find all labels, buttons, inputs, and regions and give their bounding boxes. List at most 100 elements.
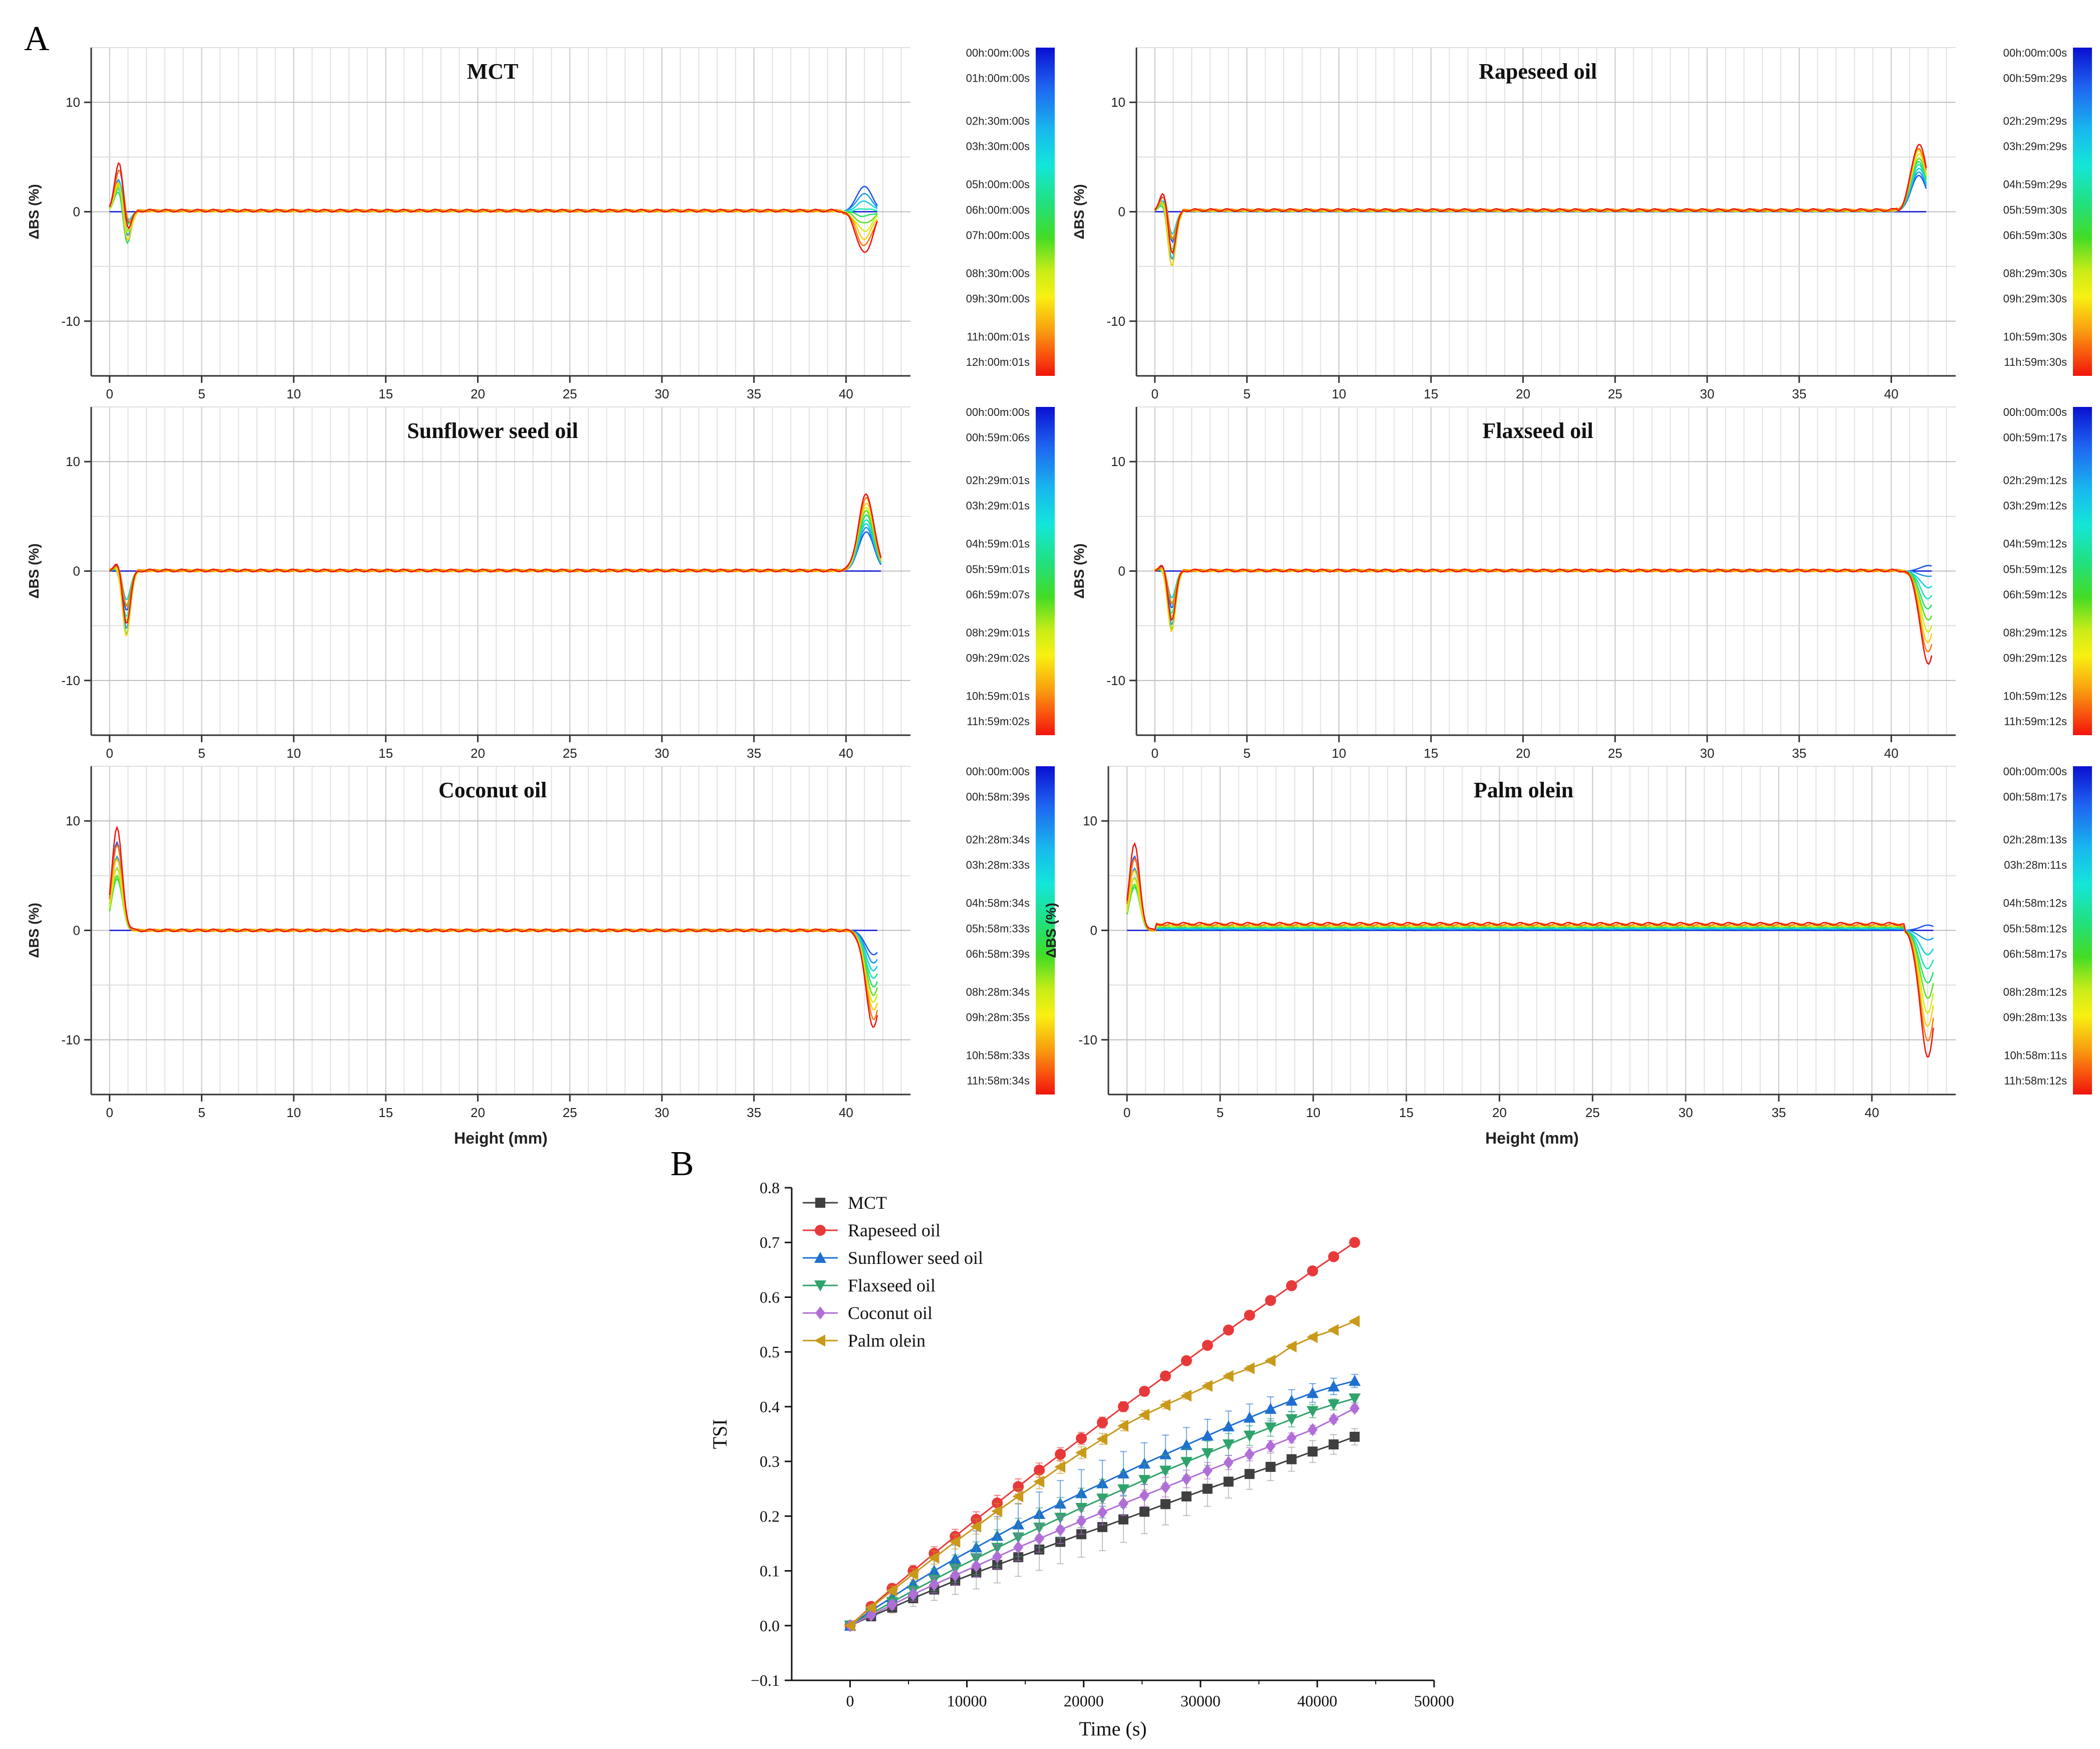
x-axis-label: Height (mm) — [454, 1129, 548, 1147]
tsi-data-point — [1328, 1251, 1339, 1262]
tsi-y-tick-label: 0.6 — [760, 1288, 780, 1306]
bs-profile-scan-5 — [109, 519, 882, 617]
bs-profile-curves — [109, 493, 882, 637]
colorbar-time-label: 01h:00m:00s — [966, 72, 1030, 85]
tsi-data-point — [1264, 1355, 1276, 1367]
bs-profile-scan-10 — [1154, 147, 1927, 241]
bs-profile-scan-7 — [109, 510, 882, 605]
colorbar-time-label: 02h:29m:01s — [966, 474, 1030, 487]
x-tick-label: 35 — [1792, 746, 1806, 761]
tsi-data-point — [1181, 1355, 1192, 1367]
tsi-data-point — [950, 1569, 961, 1582]
tsi-data-point — [1096, 1433, 1108, 1445]
tsi-data-point — [1013, 1481, 1024, 1492]
bs-profile-curves — [109, 825, 878, 1028]
colorbar-time-label: 08h:29m:01s — [966, 626, 1030, 639]
tsi-data-point — [1160, 1480, 1171, 1494]
x-tick-label: 20 — [1516, 746, 1530, 761]
tsi-data-point — [1243, 1362, 1255, 1375]
tsi-data-point — [887, 1598, 897, 1612]
x-tick-label: 30 — [1679, 1105, 1693, 1120]
bs-chart-5: 0 5 10 15 20 25 30 35 40 10 0 -10 ΔBS (%) Height (mm)… — [26, 765, 1055, 1147]
chart-title: Sunflower seed oil — [407, 418, 578, 443]
tsi-data-point — [992, 1550, 1003, 1564]
x-tick-label: 20 — [471, 386, 485, 401]
colorbar-time-label: 00h:58m:17s — [2003, 791, 2067, 803]
colorbar-time-label: 00h:00m:00s — [966, 47, 1030, 59]
panel-b-label: B — [670, 1145, 694, 1183]
legend-marker — [814, 1335, 825, 1347]
tsi-data-point — [970, 1520, 982, 1533]
x-axis-label: Height (mm) — [1485, 1129, 1579, 1147]
bs-profile-scan-2 — [1154, 174, 1927, 244]
bs-profile-scan-9 — [1154, 149, 1927, 267]
bs-profile-curves — [1126, 842, 1934, 1058]
tsi-data-point — [1327, 1324, 1339, 1336]
tsi-y-tick-label: 0.8 — [760, 1179, 780, 1197]
y-tick-label: -10 — [61, 314, 80, 329]
colorbar-time-label: 09h:30m:00s — [966, 293, 1030, 305]
x-tick-label: 20 — [1492, 1105, 1507, 1120]
y-tick-label: 10 — [1111, 95, 1125, 110]
tsi-data-point — [1244, 1447, 1255, 1461]
colorbar-time-label: 09h:29m:02s — [966, 652, 1030, 665]
tsi-data-point — [1012, 1490, 1024, 1503]
bs-profile-scan-7 — [1154, 157, 1927, 241]
x-tick-label: 30 — [1700, 746, 1715, 761]
tsi-data-point — [1285, 1414, 1298, 1426]
tsi-data-point — [1181, 1472, 1192, 1486]
x-tick-label: 10 — [287, 386, 301, 401]
colorbar-time-label: 09h:29m:30s — [2003, 293, 2067, 305]
tsi-data-point — [1096, 1493, 1109, 1505]
x-tick-label: 40 — [1864, 1105, 1879, 1120]
bs-chart-6: 0 5 10 15 20 25 30 35 40 10 0 -10 ΔBS (%) Height (mm)… — [1043, 765, 2092, 1147]
y-tick-label: 0 — [73, 564, 80, 579]
colorbar-time-label: 11h:59m:02s — [967, 715, 1030, 728]
colorbar-time-label: 05h:59m:01s — [966, 563, 1030, 575]
tsi-data-point — [1138, 1475, 1150, 1486]
time-colorbar — [1036, 407, 1055, 735]
tsi-data-point — [1243, 1411, 1256, 1423]
colorbar-time-label: 05h:00m:00s — [966, 178, 1030, 191]
tsi-data-point — [1265, 1439, 1276, 1453]
bs-profile-scan-7 — [1126, 883, 1934, 999]
tsi-data-point — [1117, 1420, 1128, 1432]
bs-profile-scan-8 — [1154, 153, 1927, 254]
tsi-data-point — [1139, 1506, 1149, 1517]
tsi-data-point — [1286, 1280, 1297, 1291]
bs-profile-scan-8 — [109, 184, 878, 234]
tsi-data-point — [991, 1505, 1003, 1517]
tsi-series-1 — [845, 1428, 1360, 1631]
tsi-data-point — [1223, 1476, 1234, 1487]
tsi-data-point — [1265, 1294, 1276, 1306]
colorbar-time-label: 03h:29m:01s — [966, 500, 1030, 512]
bs-profile-curves — [1154, 565, 1933, 665]
tsi-data-point — [1139, 1488, 1149, 1502]
tsi-data-point — [1222, 1370, 1234, 1382]
legend-label: Sunflower seed oil — [848, 1248, 983, 1268]
y-tick-label: 0 — [1090, 923, 1097, 938]
colorbar-time-label: 05h:58m:12s — [2003, 922, 2067, 935]
x-tick-label: 5 — [1243, 386, 1250, 401]
x-tick-label: 15 — [378, 386, 393, 401]
legend-label: Rapeseed oil — [848, 1220, 941, 1240]
x-tick-label: 40 — [1884, 746, 1899, 761]
colorbar-time-label: 08h:30m:00s — [966, 267, 1030, 280]
tsi-data-point — [1306, 1406, 1319, 1417]
panel-a-label: A — [24, 20, 50, 58]
tsi-data-point — [949, 1536, 961, 1548]
y-tick-label: -10 — [1106, 314, 1125, 329]
tsi-data-point — [1055, 1448, 1066, 1460]
tsi-x-tick-label: 30000 — [1181, 1692, 1221, 1710]
colorbar-time-label: 11h:59m:30s — [2004, 356, 2067, 368]
y-tick-label: 10 — [66, 813, 80, 828]
bs-profile-scan-7 — [1154, 568, 1933, 621]
tsi-data-point — [1307, 1423, 1318, 1436]
tsi-y-axis-label: TSI — [709, 1419, 731, 1449]
x-tick-label: 10 — [287, 746, 301, 761]
tsi-data-point — [1222, 1439, 1235, 1451]
tsi-data-point — [1054, 1461, 1066, 1473]
colorbar-time-label: 10h:59m:12s — [2003, 690, 2067, 703]
bs-profile-scan-11 — [1154, 143, 1927, 255]
tsi-data-point — [971, 1559, 982, 1573]
